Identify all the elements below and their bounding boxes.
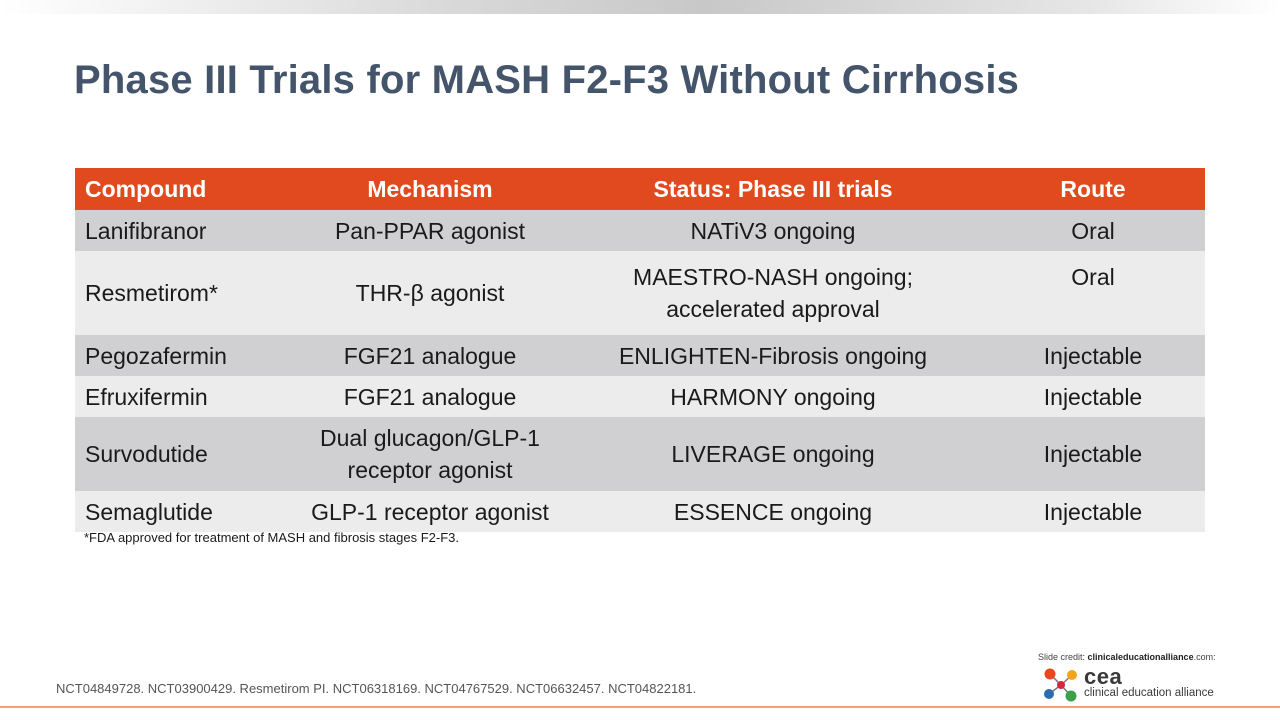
mechanism-cell: FGF21 analogue: [295, 335, 565, 376]
status-cell: HARMONY ongoing: [565, 376, 981, 417]
compound-cell: Resmetirom*: [75, 251, 295, 335]
status-line: MAESTRO-NASH ongoing;: [633, 264, 913, 290]
status-cell: NATiV3 ongoing: [565, 210, 981, 251]
route-cell: Injectable: [981, 491, 1205, 532]
table-row: Pegozafermin FGF21 analogue ENLIGHTEN-Fi…: [75, 335, 1205, 376]
compound-cell: Survodutide: [75, 417, 295, 491]
table-row: Survodutide Dual glucagon/GLP-1 receptor…: [75, 417, 1205, 491]
slide-credit: Slide credit: clinicaleducationalliance.…: [1038, 652, 1216, 662]
logo-subtitle: clinical education alliance: [1084, 687, 1214, 699]
route-cell: Injectable: [981, 417, 1205, 491]
mechanism-cell: THR-β agonist: [295, 251, 565, 335]
header-route: Route: [981, 168, 1205, 210]
route-cell: Oral: [981, 251, 1205, 335]
slide-title: Phase III Trials for MASH F2-F3 Without …: [74, 58, 1020, 102]
table-row: Resmetirom* THR-β agonist MAESTRO-NASH o…: [75, 251, 1205, 335]
mechanism-cell: Pan-PPAR agonist: [295, 210, 565, 251]
header-status: Status: Phase III trials: [565, 168, 981, 210]
header-compound: Compound: [75, 168, 295, 210]
credit-prefix: Slide credit:: [1038, 652, 1088, 662]
compound-cell: Efruxifermin: [75, 376, 295, 417]
compound-cell: Lanifibranor: [75, 210, 295, 251]
status-cell: ENLIGHTEN-Fibrosis ongoing: [565, 335, 981, 376]
bottom-divider: [0, 706, 1280, 708]
compound-cell: Pegozafermin: [75, 335, 295, 376]
route-cell: Injectable: [981, 376, 1205, 417]
status-line: accelerated approval: [666, 296, 880, 322]
cea-logo-icon: [1044, 668, 1077, 702]
table-row: Lanifibranor Pan-PPAR agonist NATiV3 ong…: [75, 210, 1205, 251]
status-cell: LIVERAGE ongoing: [565, 417, 981, 491]
route-cell: Oral: [981, 210, 1205, 251]
top-gradient-bar: [0, 0, 1280, 14]
mechanism-cell: GLP-1 receptor agonist: [295, 491, 565, 532]
credit-suffix: .com:: [1193, 652, 1216, 662]
mechanism-line: Dual glucagon/GLP-1: [320, 425, 540, 451]
route-cell: Injectable: [981, 335, 1205, 376]
table-header-row: Compound Mechanism Status: Phase III tri…: [75, 168, 1205, 210]
trials-table: Compound Mechanism Status: Phase III tri…: [75, 168, 1205, 532]
references: NCT04849728. NCT03900429. Resmetirom PI.…: [56, 681, 697, 696]
status-cell: ESSENCE ongoing: [565, 491, 981, 532]
mechanism-cell: FGF21 analogue: [295, 376, 565, 417]
table-row: Semaglutide GLP-1 receptor agonist ESSEN…: [75, 491, 1205, 532]
mechanism-line: receptor agonist: [347, 457, 513, 483]
compound-cell: Semaglutide: [75, 491, 295, 532]
status-cell: MAESTRO-NASH ongoing; accelerated approv…: [565, 251, 981, 335]
table-row: Efruxifermin FGF21 analogue HARMONY ongo…: [75, 376, 1205, 417]
credit-site: clinicaleducationalliance: [1087, 652, 1194, 662]
mechanism-cell: Dual glucagon/GLP-1 receptor agonist: [295, 417, 565, 491]
footnote: *FDA approved for treatment of MASH and …: [84, 530, 459, 545]
cea-logo: cea clinical education alliance: [1042, 664, 1232, 706]
logo-wordmark: cea: [1084, 664, 1123, 689]
header-mechanism: Mechanism: [295, 168, 565, 210]
